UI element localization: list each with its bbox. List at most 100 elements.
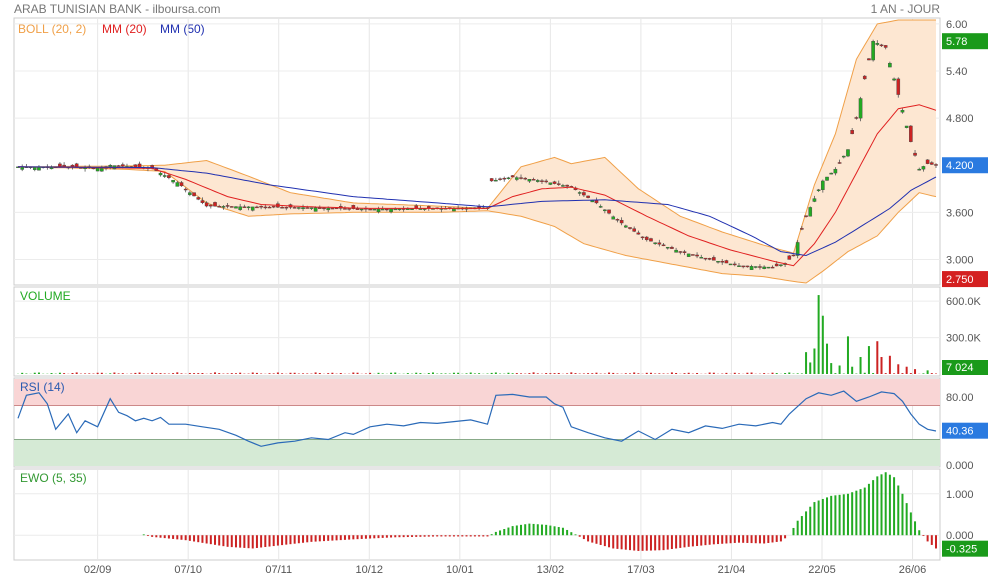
- ewo-bar: [335, 535, 338, 541]
- candle-body: [326, 207, 330, 211]
- volume-bar: [37, 372, 40, 374]
- ewo-bar: [817, 500, 820, 536]
- ewo-bar: [909, 512, 912, 536]
- volume-bar: [100, 372, 103, 374]
- candle-body: [175, 182, 180, 187]
- volume-bar: [306, 373, 309, 374]
- candle-body: [720, 261, 725, 263]
- ewo-bar: [926, 535, 929, 542]
- volume-bar: [381, 373, 384, 374]
- ewo-bar: [918, 530, 921, 536]
- volume-bar: [84, 373, 87, 374]
- volume-bar: [851, 366, 854, 374]
- volume-bar: [595, 372, 598, 374]
- ewo-bar: [314, 535, 317, 542]
- x-tick-label: 10/12: [356, 564, 384, 576]
- rsi-oversold-zone: [14, 439, 940, 466]
- candle-body: [804, 215, 808, 217]
- ewo-bar: [826, 497, 829, 536]
- legend-mm20[interactable]: MM (20): [102, 22, 147, 36]
- candle-body: [217, 206, 222, 208]
- ewo-bar: [524, 524, 527, 536]
- candle-body: [665, 246, 670, 249]
- candle-body: [934, 164, 938, 166]
- ewo-bar: [553, 526, 556, 536]
- candle-body: [661, 244, 666, 247]
- volume-bar: [180, 373, 183, 374]
- candle-body: [728, 263, 733, 266]
- period-label[interactable]: 1 AN - JOUR: [870, 2, 940, 16]
- ewo-bar: [356, 535, 359, 540]
- price-badge: [942, 271, 988, 288]
- candle-body: [91, 167, 96, 170]
- volume-bar: [880, 357, 883, 374]
- volume-bar: [289, 372, 292, 374]
- volume-bar: [511, 373, 514, 374]
- ewo-bar: [452, 535, 455, 537]
- volume-bar: [800, 373, 803, 374]
- ewo-bar: [570, 532, 573, 536]
- volume-bar: [901, 373, 904, 374]
- ewo-bar: [348, 535, 351, 540]
- candle-body: [825, 176, 829, 181]
- ewo-bar: [649, 535, 652, 551]
- volume-bar: [331, 372, 334, 374]
- ewo-bar: [587, 535, 590, 542]
- ewo-bar: [297, 535, 300, 544]
- candle-body: [234, 206, 238, 209]
- volume-bar: [134, 372, 137, 374]
- volume-bar: [834, 373, 837, 374]
- price-badge-label: 5.78: [946, 36, 967, 48]
- ewo-bar: [234, 535, 237, 548]
- candle-body: [628, 227, 632, 229]
- candle-body: [498, 178, 502, 180]
- mm20-line: [18, 104, 937, 267]
- ewo-bar: [612, 535, 615, 549]
- volume-bar: [281, 373, 284, 374]
- ewo-bar: [532, 523, 535, 536]
- candle-body: [841, 155, 846, 158]
- volume-bar: [339, 373, 342, 374]
- ewo-y-tick: 0.000: [946, 530, 974, 542]
- candle-body: [900, 110, 905, 113]
- candle-body: [552, 181, 557, 184]
- x-tick-label: 22/05: [808, 564, 836, 576]
- candle-body: [603, 209, 607, 212]
- volume-bar: [50, 373, 53, 374]
- ewo-panel-label: EWO (5, 35): [20, 471, 87, 485]
- ewo-bar: [922, 535, 925, 537]
- x-tick-label: 10/01: [446, 564, 474, 576]
- candle-body: [913, 152, 917, 156]
- candle-body: [854, 117, 859, 119]
- ewo-bar: [385, 535, 388, 538]
- candle-body: [930, 162, 934, 165]
- candle-body: [565, 184, 569, 187]
- candle-body: [120, 164, 125, 167]
- rsi-panel-label: RSI (14): [20, 380, 65, 394]
- legend-mm50[interactable]: MM (50): [160, 22, 205, 36]
- ewo-bar: [687, 535, 690, 547]
- ewo-bar: [775, 535, 778, 542]
- ewo-bar: [419, 535, 422, 537]
- ewo-bar: [268, 535, 271, 547]
- volume-bar: [230, 373, 233, 374]
- candle-body: [611, 216, 616, 220]
- volume-bar: [406, 373, 409, 374]
- volume-bar: [549, 373, 552, 374]
- panel-frame-ewo: [13, 468, 941, 561]
- candle-body: [95, 168, 100, 172]
- candle-body: [867, 58, 871, 61]
- volume-bar: [431, 372, 434, 374]
- panel-frame-rsi: [13, 377, 941, 468]
- ewo-bar: [163, 535, 166, 539]
- ewo-bar: [721, 535, 724, 544]
- candle-body: [225, 205, 230, 207]
- volume-bar: [226, 373, 229, 374]
- volume-bar: [846, 336, 849, 374]
- legend-boll[interactable]: BOLL (20, 2): [18, 22, 87, 36]
- ewo-bar: [281, 535, 284, 546]
- volume-bar: [909, 373, 912, 374]
- ewo-bar: [725, 535, 728, 544]
- volume-bar: [21, 372, 24, 374]
